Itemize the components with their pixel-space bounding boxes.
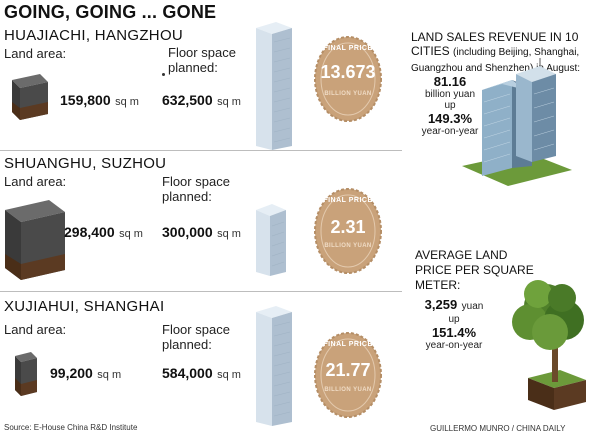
final-price-value: 13.673 xyxy=(320,62,376,82)
floor-space-number: 584,000 xyxy=(162,365,213,381)
land-area-unit: sq m xyxy=(97,369,122,381)
land-area-value: 159,800 sq m xyxy=(60,92,139,110)
floor-space-unit: sq m xyxy=(217,369,241,381)
avg-price-stats: 3,259 yuan up 151.4% year-on-year xyxy=(410,296,498,351)
land-area-label: Land area: xyxy=(4,46,67,61)
billion-yuan-label: BILLION YUAN xyxy=(324,243,372,249)
section-title: XUJIAHUI, SHANGHAI xyxy=(4,298,165,315)
billion-yuan-label: BILLION YUAN xyxy=(324,91,372,97)
dot-icon xyxy=(162,73,165,76)
land-area-unit: sq m xyxy=(119,228,143,240)
avg-price-value: 3,259 xyxy=(424,297,458,312)
revenue-value: 81.16 xyxy=(433,74,467,89)
final-price-seal xyxy=(314,36,382,122)
revenue-yoy: year-on-year xyxy=(421,126,479,137)
floor-space-number: 632,500 xyxy=(162,92,213,108)
floor-space-unit: sq m xyxy=(217,96,241,108)
floor-space-label: Floor space planned: xyxy=(168,45,236,75)
revenue-heading: LAND SALES REVENUE IN 10 CITIES (includi… xyxy=(411,30,591,76)
tower-tall-icon xyxy=(256,22,292,150)
land-area-unit: sq m xyxy=(115,96,139,108)
revenue-stats: 81.16 billion yuan up 149.3% year-on-yea… xyxy=(410,74,490,137)
land-area-value: 99,200 sq m xyxy=(50,365,121,383)
final-price-value: 2.31 xyxy=(330,217,366,237)
section-title: HUAJIACHI, HANGZHOU xyxy=(4,27,184,44)
billion-yuan-label: BILLION YUAN xyxy=(324,387,372,393)
land-plot-icon xyxy=(5,200,65,280)
revenue-subtitle: (including Beijing, Shanghai, Guangzhou … xyxy=(411,47,581,74)
land-area-value: 298,400 sq m xyxy=(64,224,143,242)
final-price-label: FINAL PRICE xyxy=(323,45,373,52)
final-price-label: FINAL PRICE xyxy=(323,341,373,348)
land-area-label: Land area: xyxy=(4,174,67,189)
section-title: SHUANGHU, SUZHOU xyxy=(4,155,167,172)
avg-price-up: up xyxy=(448,314,460,325)
revenue-unit: billion yuan xyxy=(424,89,476,100)
avg-price-pct: 151.4% xyxy=(431,325,477,340)
floor-space-unit: sq m xyxy=(217,228,241,240)
credit-note: GUILLERMO MUNRO / CHINA DAILY xyxy=(430,424,566,433)
page-title: GOING, GOING ... GONE xyxy=(4,2,217,22)
land-plot-icon xyxy=(12,74,48,120)
land-area-number: 99,200 xyxy=(50,365,93,381)
section-divider xyxy=(0,150,402,151)
source-note: Source: E-House China R&D Institute xyxy=(4,423,138,432)
revenue-up: up xyxy=(444,100,456,111)
avg-price-unit: yuan xyxy=(461,301,484,312)
land-area-label: Land area: xyxy=(4,322,67,337)
avg-price-yoy: year-on-year xyxy=(425,340,483,351)
floor-space-value: 300,000 sq m xyxy=(162,224,241,242)
floor-space-value: 632,500 sq m xyxy=(162,92,241,110)
tree-icon xyxy=(512,280,586,410)
final-price-seal xyxy=(314,332,382,418)
floor-space-value: 584,000 sq m xyxy=(162,365,241,383)
floor-space-label: Floor space planned: xyxy=(162,322,230,352)
office-building-icon xyxy=(462,58,572,186)
floor-space-number: 300,000 xyxy=(162,224,213,240)
land-area-number: 159,800 xyxy=(60,92,111,108)
avg-price-heading: AVERAGE LAND PRICE PER SQUARE METER: xyxy=(415,248,534,292)
revenue-pct: 149.3% xyxy=(427,111,473,126)
tower-short-icon xyxy=(256,204,286,276)
final-price-label: FINAL PRICE xyxy=(323,197,373,204)
avg-price-value-row: 3,259 yuan xyxy=(410,296,498,314)
final-price-value: 21.77 xyxy=(325,360,371,380)
section-divider xyxy=(0,291,402,292)
revenue-title: LAND SALES REVENUE IN 10 CITIES xyxy=(411,30,579,58)
final-price-seal xyxy=(314,188,382,274)
land-plot-icon xyxy=(15,352,37,396)
tower-tall-icon xyxy=(256,306,292,426)
floor-space-label: Floor space planned: xyxy=(162,174,230,204)
land-area-number: 298,400 xyxy=(64,224,115,240)
